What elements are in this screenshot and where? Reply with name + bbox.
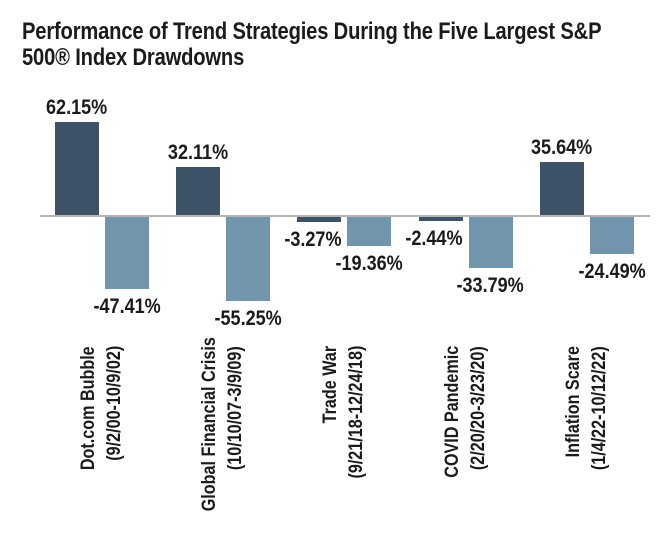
value-label-light-blue-bars-3-text: -19.36% [335,252,404,276]
value-label-dark-blue-bars-1: 62.15% [12,95,142,119]
category-dates-4: (2/20/20-3/23/20) [466,346,492,542]
bar-light-blue-bars-4 [468,217,513,269]
category-dates-2: (10/10/07-3/9/09) [223,346,249,542]
category-dates-5: (1/4/22-10/12/22) [587,346,613,542]
category-label-5: Inflation Scare (1/4/22-10/12/22) [561,346,613,542]
bar-light-blue-bars-2 [226,217,271,301]
value-label-light-blue-bars-2-text: -55.25% [214,306,282,330]
category-label-3: Trade War (9/21/18-12/24/18) [318,346,370,542]
value-label-dark-blue-bars-4: -2.44% [333,226,463,250]
value-label-light-blue-bars-5-text: -24.49% [578,260,646,284]
value-label-light-blue-bars-5: -24.49% [547,261,667,283]
bar-dark-blue-bars-1 [55,121,99,216]
category-name-1-text: Dot.com Bubble [78,346,99,470]
value-label-dark-blue-bars-2-text: 32.11% [168,141,229,165]
bar-dark-blue-bars-4 [418,217,463,221]
bar-light-blue-bars-3 [347,217,392,247]
bar-dark-blue-bars-5 [539,161,584,216]
category-dates-4-text: (2/20/20-3/23/20) [467,346,489,470]
value-label-dark-blue-bars-1-text: 62.15% [46,95,108,119]
category-name-5: Inflation Scare [561,346,587,542]
bar-dark-blue-bars-3 [297,217,342,222]
category-dates-3-text: (9/21/18-12/24/18) [346,346,368,479]
category-name-2: Global Financial Crisis [197,337,223,542]
value-label-dark-blue-bars-2: 32.11% [133,142,263,164]
category-dates-1: (9/2/00-10/9/02) [102,346,128,542]
value-label-dark-blue-bars-5-text: 35.64% [531,135,593,159]
category-dates-3: (9/21/18-12/24/18) [344,346,370,542]
bar-light-blue-bars-1 [105,217,149,290]
chart-title: Performance of Trend Strategies During t… [22,19,667,71]
value-label-light-blue-bars-3: -19.36% [304,253,434,275]
value-label-dark-blue-bars-3-text: -3.27% [284,227,342,251]
bar-light-blue-bars-5 [589,217,634,255]
value-label-light-blue-bars-1: -47.41% [62,296,192,318]
category-name-1: Dot.com Bubble [76,346,102,542]
category-name-5-text: Inflation Scare [562,346,584,458]
category-label-4: COVID Pandemic (2/20/20-3/23/20) [440,346,492,542]
category-name-3-text: Trade War [320,346,342,424]
value-label-light-blue-bars-4: -33.79% [426,275,556,297]
bar-dark-blue-bars-2 [176,167,221,216]
value-label-light-blue-bars-1-text: -47.41% [93,295,161,319]
chart-title-line-1: Performance of Trend Strategies During t… [22,18,602,45]
zero-baseline-axis [40,215,650,217]
category-label-1: Dot.com Bubble (9/2/00-10/9/02) [76,346,128,542]
value-label-dark-blue-bars-4-text: -2.44% [405,226,463,250]
value-label-dark-blue-bars-3: -3.27% [211,227,342,251]
category-dates-2-text: (10/10/07-3/9/09) [225,346,247,470]
category-label-2: Global Financial Crisis (10/10/07-3/9/09) [197,337,249,542]
value-label-light-blue-bars-2: -55.25% [183,306,313,330]
category-dates-1-text: (9/2/00-10/9/02) [104,346,125,461]
category-name-2-text: Global Financial Crisis [199,337,221,512]
value-label-light-blue-bars-4-text: -33.79% [456,274,525,298]
category-dates-5-text: (1/4/22-10/12/22) [588,346,610,470]
value-label-dark-blue-bars-5: 35.64% [497,135,627,159]
category-name-4-text: COVID Pandemic [441,346,463,478]
category-name-3: Trade War [318,346,344,542]
chart-title-line-2: 500® Index Drawdowns [22,44,245,71]
category-name-4: COVID Pandemic [440,346,466,542]
